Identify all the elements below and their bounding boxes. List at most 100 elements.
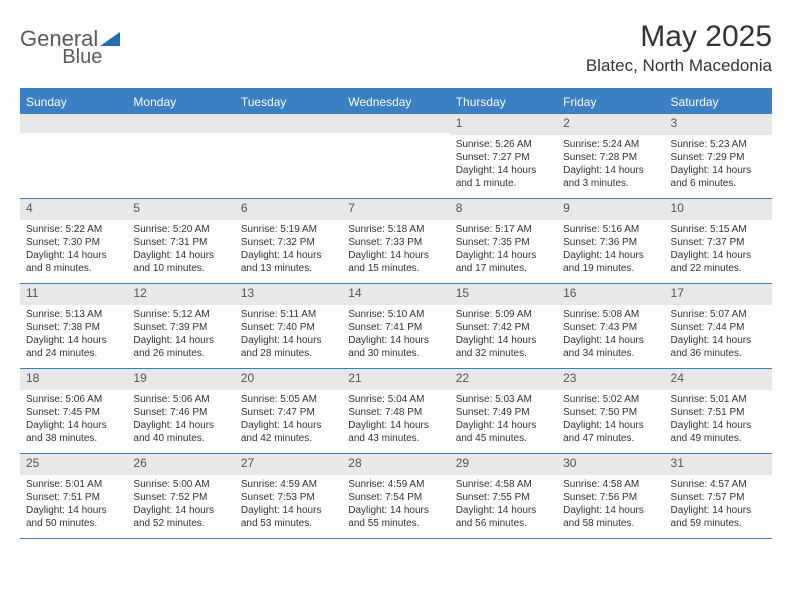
daylight-line: Daylight: 14 hours and 3 minutes.: [563, 164, 658, 190]
daynum-row: 5: [127, 199, 234, 220]
sunset-line: Sunset: 7:45 PM: [26, 406, 121, 419]
logo: General Blue: [20, 20, 164, 52]
day-number: 24: [671, 371, 684, 385]
day-number: 2: [563, 116, 570, 130]
day-number: 4: [26, 201, 33, 215]
daylight-line: Daylight: 14 hours and 26 minutes.: [133, 334, 228, 360]
day-number: 19: [133, 371, 146, 385]
day-body: Sunrise: 4:57 AMSunset: 7:57 PMDaylight:…: [665, 475, 772, 534]
day-number: 14: [348, 286, 361, 300]
daynum-row: 25: [20, 454, 127, 475]
dayname-saturday: Saturday: [665, 90, 772, 114]
day-number: 8: [456, 201, 463, 215]
day-cell: 16 Sunrise: 5:08 AMSunset: 7:43 PMDayligh…: [557, 284, 664, 368]
sunset-line: Sunset: 7:28 PM: [563, 151, 658, 164]
day-cell: 15Sunrise: 5:09 AMSunset: 7:42 PMDayligh…: [450, 284, 557, 368]
daynum-row: 20: [235, 369, 342, 390]
day-body: Sunrise: 5:16 AMSunset: 7:36 PMDaylight:…: [557, 220, 664, 279]
sunrise-line: Sunrise: 4:58 AM: [456, 478, 551, 491]
daylight-line: Daylight: 14 hours and 24 minutes.: [26, 334, 121, 360]
sunrise-line: Sunrise: 4:59 AM: [348, 478, 443, 491]
day-cell: 6Sunrise: 5:19 AMSunset: 7:32 PMDaylight…: [235, 199, 342, 283]
day-number: 23: [563, 371, 576, 385]
daylight-line: Daylight: 14 hours and 10 minutes.: [133, 249, 228, 275]
day-cell: 1Sunrise: 5:26 AMSunset: 7:27 PMDaylight…: [450, 114, 557, 198]
daynum-row: 13: [235, 284, 342, 305]
sunset-line: Sunset: 7:46 PM: [133, 406, 228, 419]
day-cell: 19Sunrise: 5:06 AMSunset: 7:46 PMDayligh…: [127, 369, 234, 453]
daylight-line: Daylight: 14 hours and 34 minutes.: [563, 334, 658, 360]
day-body: Sunrise: 4:59 AMSunset: 7:54 PMDaylight:…: [342, 475, 449, 534]
day-body: Sunrise: 5:10 AMSunset: 7:41 PMDaylight:…: [342, 305, 449, 364]
day-body: Sunrise: 4:58 AMSunset: 7:56 PMDaylight:…: [557, 475, 664, 534]
day-number: 27: [241, 456, 254, 470]
sunset-line: Sunset: 7:27 PM: [456, 151, 551, 164]
day-body: Sunrise: 5:12 AMSunset: 7:39 PMDaylight:…: [127, 305, 234, 364]
sunrise-line: Sunrise: 5:22 AM: [26, 223, 121, 236]
day-number: 22: [456, 371, 469, 385]
day-number: 10: [671, 201, 684, 215]
sunset-line: Sunset: 7:32 PM: [241, 236, 336, 249]
day-body: Sunrise: 5:01 AMSunset: 7:51 PMDaylight:…: [20, 475, 127, 534]
sunset-line: Sunset: 7:44 PM: [671, 321, 766, 334]
sunrise-line: Sunrise: 5:19 AM: [241, 223, 336, 236]
day-number: 13: [241, 286, 254, 300]
day-body: Sunrise: 5:26 AMSunset: 7:27 PMDaylight:…: [450, 135, 557, 194]
daylight-line: Daylight: 14 hours and 17 minutes.: [456, 249, 551, 275]
sunset-line: Sunset: 7:38 PM: [26, 321, 121, 334]
daynum-row: 26: [127, 454, 234, 475]
day-body: Sunrise: 5:22 AMSunset: 7:30 PMDaylight:…: [20, 220, 127, 279]
sunrise-line: Sunrise: 5:04 AM: [348, 393, 443, 406]
daylight-line: Daylight: 14 hours and 55 minutes.: [348, 504, 443, 530]
day-number: 28: [348, 456, 361, 470]
daylight-line: Daylight: 14 hours and 1 minute.: [456, 164, 551, 190]
day-body: Sunrise: 5:18 AMSunset: 7:33 PMDaylight:…: [342, 220, 449, 279]
sunrise-line: Sunrise: 5:20 AM: [133, 223, 228, 236]
day-cell: 4 Sunrise: 5:22 AMSunset: 7:30 PMDaylight…: [20, 199, 127, 283]
dayname-sunday: Sunday: [20, 90, 127, 114]
location: Blatec, North Macedonia: [586, 56, 772, 76]
dayname-wednesday: Wednesday: [342, 90, 449, 114]
sunset-line: Sunset: 7:56 PM: [563, 491, 658, 504]
day-number: 29: [456, 456, 469, 470]
sunset-line: Sunset: 7:40 PM: [241, 321, 336, 334]
day-body: Sunrise: 5:01 AMSunset: 7:51 PMDaylight:…: [665, 390, 772, 449]
day-cell: 7Sunrise: 5:18 AMSunset: 7:33 PMDaylight…: [342, 199, 449, 283]
sunset-line: Sunset: 7:42 PM: [456, 321, 551, 334]
calendar: SundayMondayTuesdayWednesdayThursdayFrid…: [20, 88, 772, 539]
daynum-row: 14: [342, 284, 449, 305]
day-cell: 18Sunrise: 5:06 AMSunset: 7:45 PMDayligh…: [20, 369, 127, 453]
dayname-thursday: Thursday: [450, 90, 557, 114]
day-cell: 21 Sunrise: 5:04 AMSunset: 7:48 PMDayligh…: [342, 369, 449, 453]
daylight-line: Daylight: 14 hours and 53 minutes.: [241, 504, 336, 530]
day-number: 11: [26, 286, 38, 300]
daynum-row: 9: [557, 199, 664, 220]
daylight-line: Daylight: 14 hours and 47 minutes.: [563, 419, 658, 445]
day-cell: 13Sunrise: 5:11 AMSunset: 7:40 PMDayligh…: [235, 284, 342, 368]
sunset-line: Sunset: 7:33 PM: [348, 236, 443, 249]
day-number: 21: [348, 371, 361, 385]
sunset-line: Sunset: 7:47 PM: [241, 406, 336, 419]
sunrise-line: Sunrise: 5:17 AM: [456, 223, 551, 236]
daynum-row: 24: [665, 369, 772, 390]
day-number: 16: [563, 286, 576, 300]
sunset-line: Sunset: 7:51 PM: [26, 491, 121, 504]
sunrise-line: Sunrise: 5:26 AM: [456, 138, 551, 151]
sunrise-line: Sunrise: 5:09 AM: [456, 308, 551, 321]
day-cell: 8Sunrise: 5:17 AMSunset: 7:35 PMDaylight…: [450, 199, 557, 283]
day-body: Sunrise: 5:19 AMSunset: 7:32 PMDaylight:…: [235, 220, 342, 279]
day-cell: 2 Sunrise: 5:24 AMSunset: 7:28 PMDaylight…: [557, 114, 664, 198]
day-cell: 11Sunrise: 5:13 AMSunset: 7:38 PMDayligh…: [20, 284, 127, 368]
day-body: Sunrise: 5:24 AMSunset: 7:28 PMDaylight:…: [557, 135, 664, 194]
daylight-line: Daylight: 14 hours and 6 minutes.: [671, 164, 766, 190]
daylight-line: Daylight: 14 hours and 13 minutes.: [241, 249, 336, 275]
day-body: Sunrise: 5:04 AMSunset: 7:48 PMDaylight:…: [342, 390, 449, 449]
day-body: Sunrise: 5:23 AMSunset: 7:29 PMDaylight:…: [665, 135, 772, 194]
day-body: Sunrise: 5:08 AMSunset: 7:43 PMDaylight:…: [557, 305, 664, 364]
dayname-tuesday: Tuesday: [235, 90, 342, 114]
daynum-row: 29: [450, 454, 557, 475]
day-cell: 30Sunrise: 4:58 AMSunset: 7:56 PMDayligh…: [557, 454, 664, 538]
daylight-line: Daylight: 14 hours and 52 minutes.: [133, 504, 228, 530]
daylight-line: Daylight: 14 hours and 40 minutes.: [133, 419, 228, 445]
day-cell: 29Sunrise: 4:58 AMSunset: 7:55 PMDayligh…: [450, 454, 557, 538]
